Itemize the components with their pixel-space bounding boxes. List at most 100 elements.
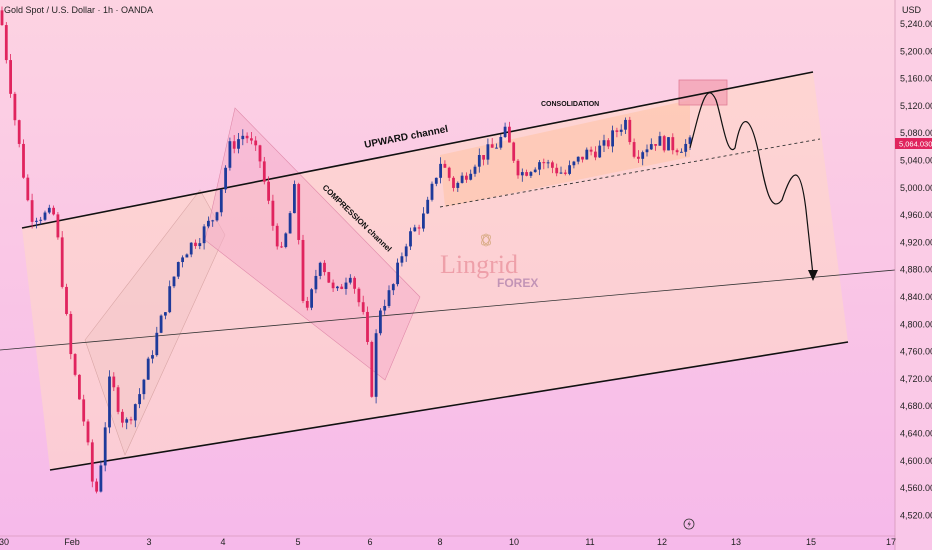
symbol-header: Gold Spot / U.S. Dollar · 1h · OANDA — [4, 5, 153, 15]
time-tick-label: 17 — [886, 537, 896, 547]
candle — [241, 129, 245, 146]
candle — [581, 156, 584, 163]
candle — [198, 237, 202, 250]
candle — [615, 127, 619, 138]
watermark-flower-icon — [481, 233, 491, 247]
candle — [133, 403, 137, 428]
candle — [288, 210, 292, 234]
candle — [103, 422, 107, 472]
lightning-icon[interactable] — [683, 518, 695, 530]
candle — [520, 168, 524, 182]
candle — [90, 439, 94, 488]
candle — [318, 261, 322, 280]
candle — [675, 148, 679, 156]
candle — [194, 239, 197, 249]
candle — [301, 234, 305, 304]
candle — [387, 285, 391, 308]
time-tick-label: 13 — [731, 537, 741, 547]
candle — [211, 219, 215, 227]
candle — [680, 148, 683, 153]
candle — [138, 388, 141, 409]
candle — [314, 269, 318, 294]
candle — [176, 261, 180, 280]
candle — [632, 138, 636, 159]
time-tick-label: 10 — [509, 537, 519, 547]
candle — [13, 91, 17, 126]
candle — [404, 243, 408, 262]
candle — [82, 394, 86, 426]
candle — [344, 277, 348, 295]
candle — [426, 196, 430, 215]
candle — [637, 150, 640, 164]
candle — [258, 144, 262, 169]
candle — [525, 169, 528, 177]
candle — [254, 136, 258, 151]
candle — [469, 169, 473, 181]
price-axis[interactable]: USD 5,240.000 5,200.000 5,160.000 5,120.000… — [894, 0, 932, 550]
candle — [280, 241, 283, 249]
price-tick-label: 4,680.000 — [900, 401, 932, 411]
price-axis-currency: USD — [902, 5, 922, 15]
candle — [503, 122, 507, 138]
candle — [551, 160, 554, 174]
candle — [602, 134, 606, 152]
candle — [606, 138, 610, 150]
candle — [4, 22, 8, 64]
candle — [0, 6, 4, 26]
price-tick-label: 4,920.000 — [900, 237, 932, 247]
candle — [284, 232, 288, 249]
price-tick-label: 5,160.000 — [900, 74, 932, 84]
mid-channel-line — [0, 269, 896, 351]
candle — [35, 217, 38, 229]
price-tick-label: 4,880.000 — [900, 265, 932, 275]
price-tick-label: 4,560.000 — [900, 483, 932, 493]
price-tick-label: 4,600.000 — [900, 456, 932, 466]
candle — [189, 242, 193, 258]
candle — [512, 141, 516, 163]
candle — [219, 189, 223, 217]
time-tick-label: 11 — [585, 537, 594, 547]
projection-arrowhead — [808, 270, 818, 281]
current-price-tag — [895, 138, 932, 149]
time-axis[interactable]: 30 Feb 3 4 5 6 8 10 11 12 13 15 17 — [0, 535, 896, 547]
candle — [370, 340, 374, 398]
time-tick-label: 4 — [220, 537, 225, 547]
time-tick-label: 5 — [295, 537, 300, 547]
candle — [572, 160, 576, 169]
candle — [460, 172, 464, 184]
candle — [172, 276, 176, 289]
projection-path — [689, 92, 814, 276]
candle — [125, 417, 129, 430]
consolidation-zone-fill — [440, 100, 690, 207]
candle — [585, 147, 589, 160]
candle — [611, 125, 614, 153]
candle — [628, 116, 632, 145]
candle — [417, 224, 421, 235]
candle — [658, 131, 662, 146]
candle — [228, 137, 232, 171]
candle — [649, 138, 653, 151]
consolidation-support-line — [439, 138, 821, 208]
candle — [379, 308, 382, 336]
candle — [215, 211, 219, 222]
candle — [56, 211, 60, 240]
candle — [374, 329, 378, 404]
candle — [52, 205, 55, 216]
candle — [477, 148, 481, 173]
candle — [348, 274, 352, 285]
candle — [340, 283, 344, 290]
candle — [108, 370, 111, 434]
candle — [95, 478, 98, 494]
candle — [43, 210, 47, 221]
candle — [499, 134, 503, 150]
candle — [568, 160, 571, 176]
price-tick-label: 5,000.000 — [900, 183, 932, 193]
price-tick-label: 5,040.000 — [900, 156, 932, 166]
candle — [73, 353, 77, 377]
candle — [546, 159, 550, 169]
candle — [232, 135, 236, 154]
price-ticks: 5,240.000 5,200.000 5,160.000 5,120.000 5,08… — [900, 19, 932, 520]
current-price-label: 5,064.030 — [899, 140, 932, 149]
